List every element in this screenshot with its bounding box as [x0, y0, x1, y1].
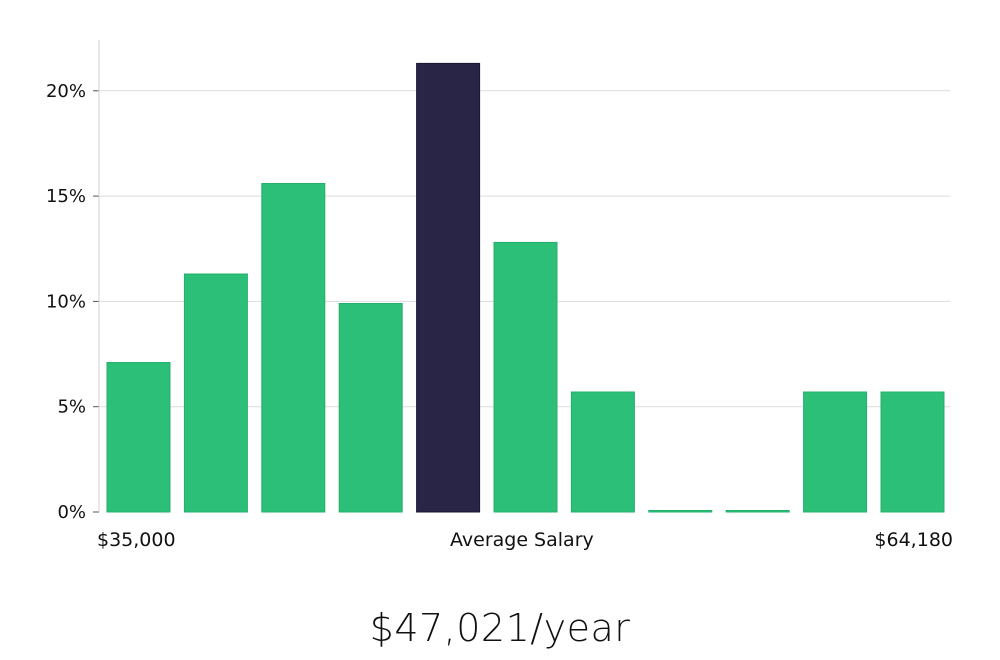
salary-bar	[880, 391, 945, 513]
salary-bar	[803, 391, 868, 513]
y-tick-label: 20%	[46, 81, 86, 102]
salary-bar	[183, 273, 248, 513]
x-axis-min-label: $35,000	[97, 529, 176, 551]
y-tick-label: 15%	[46, 186, 86, 207]
salary-histogram-chart: 0% 5% 10% 15% 20%	[46, 40, 950, 523]
y-axis-tick-labels: 0% 5% 10% 15% 20%	[46, 81, 99, 523]
y-tick-label: 0%	[57, 502, 86, 523]
y-tick-label: 5%	[57, 397, 86, 418]
x-axis-max-label: $64,180	[874, 529, 953, 551]
salary-bar	[493, 241, 558, 513]
salary-bar	[570, 391, 635, 513]
salary-bar	[725, 510, 790, 513]
salary-bar	[106, 362, 171, 513]
bars	[106, 62, 945, 513]
salary-bar	[338, 303, 403, 513]
salary-bar	[648, 510, 713, 513]
average-salary-bar	[416, 62, 481, 513]
salary-bar	[261, 183, 326, 513]
x-axis-center-label: Average Salary	[450, 529, 594, 551]
y-tick-label: 10%	[46, 291, 86, 312]
average-salary-value: $47,021/year	[369, 606, 631, 650]
